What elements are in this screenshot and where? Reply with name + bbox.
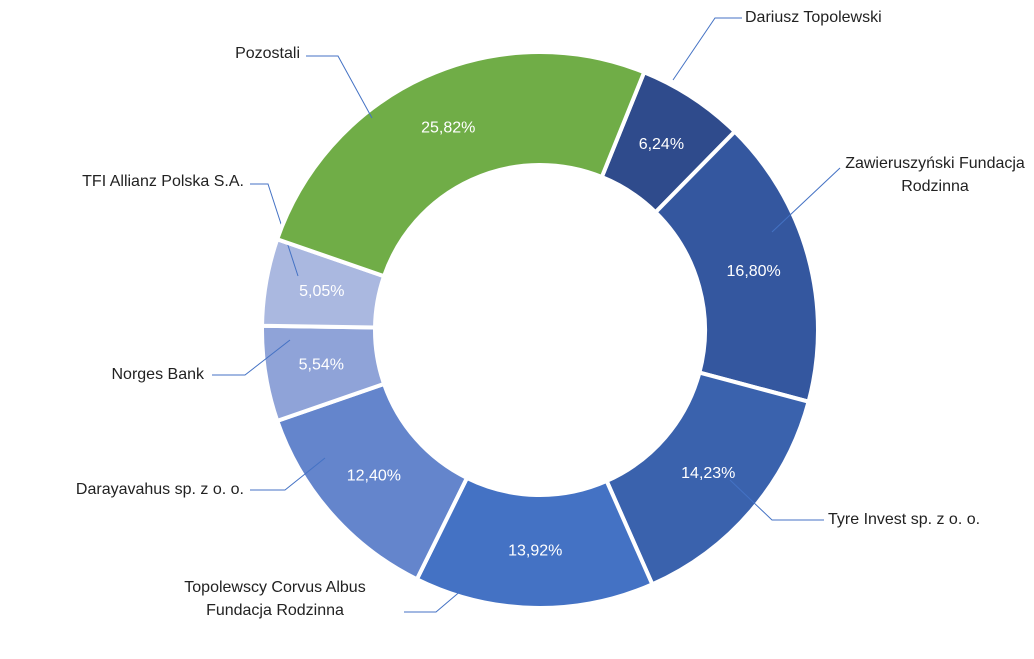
leader-line — [306, 55, 373, 119]
data-label: 25,82% — [421, 120, 475, 137]
leader-line — [729, 479, 824, 521]
data-label: 13,92% — [508, 543, 562, 560]
category-label: Zawieruszyński Fundacja Rodzinna — [845, 155, 1025, 195]
category-label: Norges Bank — [111, 366, 205, 383]
data-label: 14,23% — [681, 465, 735, 482]
category-label: Tyre Invest sp. z o. o. — [828, 511, 981, 528]
category-label: Pozostali — [235, 45, 300, 62]
category-label: TFI Allianz Polska S.A. — [82, 173, 244, 190]
leader-line — [212, 339, 291, 376]
data-label: 16,80% — [727, 263, 781, 280]
category-label: Topolewscy Corvus Albus Fundacja Rodzinn… — [184, 579, 366, 619]
category-label: Darayavahus sp. z o. o. — [75, 481, 244, 498]
leader-line — [250, 183, 299, 277]
category-label: Dariusz Topolewski — [745, 9, 882, 26]
data-label: 6,24% — [639, 136, 684, 153]
data-label: 12,40% — [347, 468, 401, 485]
slice — [652, 128, 820, 405]
data-label: 5,05% — [299, 283, 344, 300]
leader-line — [672, 17, 742, 81]
leader-line — [771, 167, 841, 233]
data-label: 5,54% — [299, 356, 344, 373]
leader-line — [250, 457, 326, 491]
slice — [274, 50, 647, 279]
leader-line — [404, 577, 477, 613]
